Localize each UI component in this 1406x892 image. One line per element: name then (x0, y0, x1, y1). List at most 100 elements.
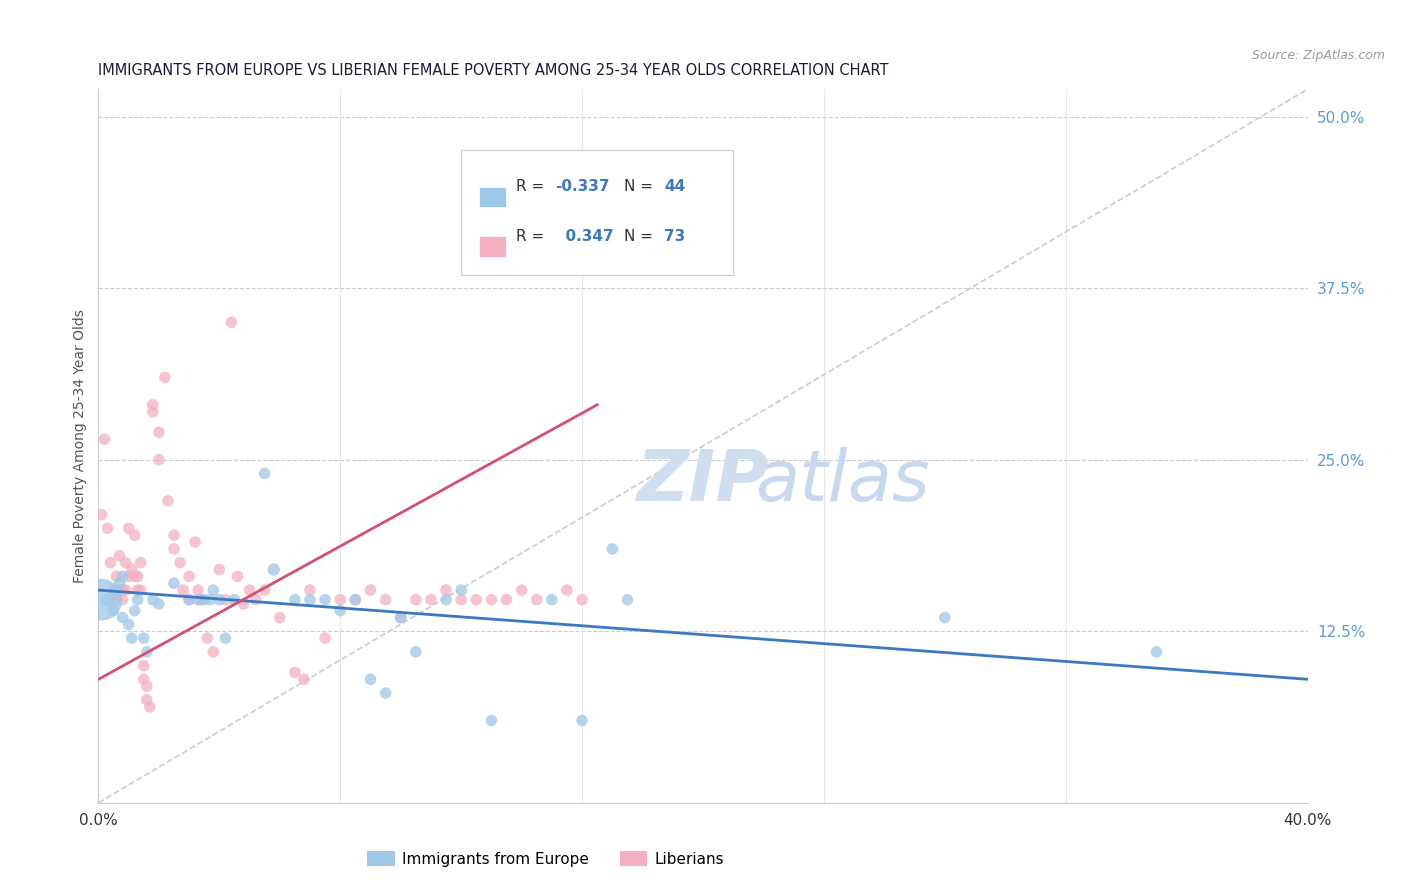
Point (284, 665, 307, 680)
Point (360, 583, 382, 598)
Point (263, 562, 285, 576)
Point (226, 569, 249, 583)
Point (208, 592, 231, 607)
Point (127, 583, 149, 598)
Point (124, 528, 146, 542)
Point (187, 592, 209, 607)
Point (127, 569, 149, 583)
Text: atlas: atlas (755, 447, 929, 516)
Point (118, 569, 141, 583)
Point (108, 583, 131, 598)
Point (163, 541, 186, 556)
Point (202, 645, 225, 659)
Y-axis label: Female Poverty Among 25-34 Year Olds: Female Poverty Among 25-34 Year Olds (73, 309, 87, 583)
Point (111, 610, 134, 624)
Point (153, 370, 176, 384)
Point (360, 673, 382, 687)
Text: R =: R = (516, 229, 548, 244)
Point (103, 604, 125, 618)
Point (329, 592, 352, 607)
Point (172, 583, 194, 598)
Point (139, 699, 162, 714)
Point (93, 432, 115, 446)
Point (135, 679, 157, 693)
Point (465, 592, 488, 607)
Point (571, 592, 593, 607)
FancyBboxPatch shape (461, 150, 734, 275)
Point (132, 631, 155, 645)
Point (434, 592, 457, 607)
Point (232, 597, 254, 611)
Point (405, 592, 427, 607)
Point (344, 592, 367, 607)
Point (374, 686, 396, 700)
Point (105, 569, 128, 583)
Point (495, 592, 517, 607)
Text: IMMIGRANTS FROM EUROPE VS LIBERIAN FEMALE POVERTY AMONG 25-34 YEAR OLDS CORRELAT: IMMIGRANTS FROM EUROPE VS LIBERIAN FEMAL… (98, 63, 889, 78)
Point (163, 528, 186, 542)
Point (179, 592, 201, 607)
Text: 0.347: 0.347 (555, 229, 614, 244)
Text: N =: N = (624, 179, 658, 194)
Point (405, 645, 427, 659)
Point (187, 583, 209, 598)
Point (510, 583, 533, 598)
Point (540, 592, 562, 607)
Point (450, 583, 472, 598)
Point (208, 562, 231, 576)
Point (118, 617, 141, 632)
Point (214, 631, 236, 645)
Point (179, 592, 201, 607)
Point (481, 592, 503, 607)
Point (103, 583, 125, 598)
Point (148, 452, 170, 467)
Point (108, 549, 131, 563)
Point (195, 631, 218, 645)
Point (121, 631, 143, 645)
Point (135, 693, 157, 707)
Point (214, 592, 236, 607)
Point (202, 583, 225, 598)
Point (108, 576, 131, 591)
Point (299, 592, 322, 607)
Point (124, 569, 146, 583)
Point (284, 592, 307, 607)
Point (105, 592, 128, 607)
Point (245, 592, 267, 607)
Point (129, 556, 152, 570)
Point (450, 592, 472, 607)
Point (420, 592, 443, 607)
Point (111, 583, 134, 598)
Point (571, 714, 593, 728)
Point (555, 583, 578, 598)
Point (129, 583, 152, 598)
Point (292, 673, 315, 687)
Point (184, 535, 207, 549)
Point (239, 583, 262, 598)
Point (100, 556, 122, 570)
Point (434, 583, 457, 598)
Point (105, 583, 128, 598)
Point (344, 592, 367, 607)
Point (190, 592, 212, 607)
Legend: Immigrants from Europe, Liberians: Immigrants from Europe, Liberians (367, 851, 724, 866)
Point (148, 425, 170, 440)
Point (224, 592, 246, 607)
Point (111, 569, 134, 583)
Point (124, 604, 146, 618)
Point (269, 610, 291, 624)
Point (481, 714, 503, 728)
Point (90, 592, 112, 607)
Point (132, 658, 155, 673)
Point (934, 610, 956, 624)
Point (118, 521, 141, 535)
Text: R =: R = (516, 179, 548, 194)
Text: N =: N = (624, 229, 658, 244)
FancyBboxPatch shape (479, 236, 506, 257)
Point (114, 583, 136, 598)
Point (163, 576, 186, 591)
Point (90, 508, 112, 522)
Point (193, 592, 215, 607)
Point (329, 604, 352, 618)
Point (389, 610, 412, 624)
